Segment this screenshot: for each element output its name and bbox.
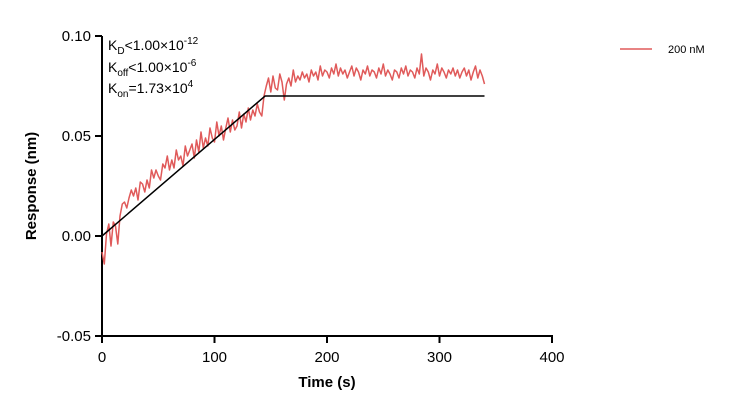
x-tick-label: 0 bbox=[98, 349, 106, 366]
x-ticks: 0 100 200 300 400 bbox=[98, 336, 565, 366]
legend-label-200nm: 200 nM bbox=[668, 44, 705, 56]
y-tick-label: -0.05 bbox=[57, 328, 91, 345]
x-tick-label: 100 bbox=[202, 349, 227, 366]
x-tick-label: 200 bbox=[314, 349, 339, 366]
legend: 200 nM bbox=[620, 44, 705, 56]
series-line-200nm bbox=[101, 53, 486, 265]
y-tick-label: 0.00 bbox=[62, 228, 91, 245]
koff-annotation: Koff<1.00×10-6 bbox=[108, 58, 197, 79]
x-tick-label: 400 bbox=[539, 349, 564, 366]
kon-annotation: Kon=1.73×104 bbox=[108, 79, 194, 100]
x-axis-title: Time (s) bbox=[298, 374, 355, 391]
x-tick-label: 300 bbox=[427, 349, 452, 366]
y-axis-title: Response (nm) bbox=[23, 132, 40, 240]
y-ticks: -0.05 0.00 0.05 0.10 bbox=[57, 28, 102, 345]
series-layer bbox=[101, 53, 486, 265]
y-tick-label: 0.05 bbox=[62, 128, 91, 145]
fit-line bbox=[101, 95, 485, 237]
kd-annotation: KD<1.00×10-12 bbox=[108, 36, 199, 57]
fit-layer bbox=[101, 95, 485, 237]
y-tick-label: 0.10 bbox=[62, 28, 91, 45]
kinetics-annotation: KD<1.00×10-12 Koff<1.00×10-6 Kon=1.73×10… bbox=[108, 36, 199, 100]
